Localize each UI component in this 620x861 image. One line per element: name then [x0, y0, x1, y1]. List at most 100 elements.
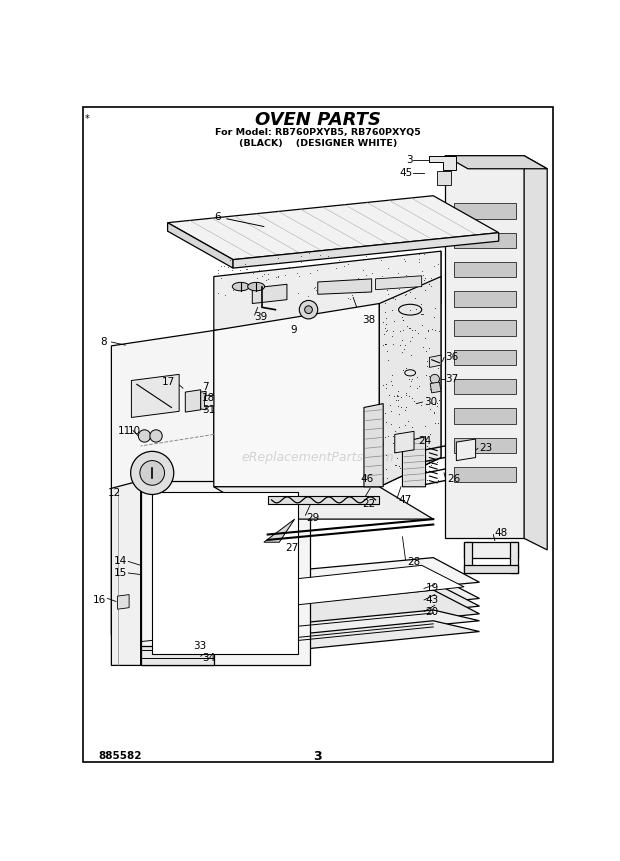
Text: 17: 17	[162, 377, 175, 387]
Polygon shape	[167, 195, 498, 260]
Circle shape	[430, 375, 440, 384]
Text: OVEN PARTS: OVEN PARTS	[255, 111, 381, 129]
Polygon shape	[364, 404, 383, 486]
Polygon shape	[510, 542, 518, 573]
Text: For Model: RB760PXYB5, RB760PXYQ5: For Model: RB760PXYB5, RB760PXYQ5	[215, 128, 420, 137]
Text: 48: 48	[495, 528, 508, 538]
Polygon shape	[454, 232, 516, 248]
Text: 34: 34	[202, 653, 216, 663]
Text: 11: 11	[118, 425, 131, 436]
Polygon shape	[148, 582, 479, 635]
Text: 7: 7	[202, 381, 209, 392]
Polygon shape	[456, 439, 476, 461]
Polygon shape	[379, 251, 441, 486]
Circle shape	[138, 430, 151, 442]
Polygon shape	[379, 276, 441, 486]
Text: 38: 38	[363, 315, 376, 325]
Polygon shape	[172, 566, 464, 614]
Text: 45: 45	[399, 168, 412, 177]
Polygon shape	[141, 646, 214, 666]
Circle shape	[131, 451, 174, 494]
Text: 33: 33	[193, 641, 206, 651]
Circle shape	[304, 306, 312, 313]
Polygon shape	[454, 379, 516, 394]
Text: 24: 24	[418, 436, 431, 446]
Polygon shape	[148, 590, 479, 643]
Polygon shape	[454, 408, 516, 424]
Text: (BLACK)    (DESIGNER WHITE): (BLACK) (DESIGNER WHITE)	[239, 139, 397, 148]
Text: 18: 18	[202, 393, 216, 403]
Text: 6: 6	[214, 213, 221, 222]
Text: 31: 31	[202, 405, 216, 415]
Text: 26: 26	[447, 474, 461, 484]
Polygon shape	[430, 355, 441, 368]
Text: 885582: 885582	[99, 752, 142, 761]
Circle shape	[150, 430, 162, 442]
Polygon shape	[454, 203, 516, 219]
Polygon shape	[141, 480, 310, 666]
Text: 28: 28	[407, 557, 420, 567]
Text: 27: 27	[285, 542, 299, 553]
Text: 14: 14	[113, 556, 126, 567]
Text: 3: 3	[314, 750, 322, 763]
Text: 10: 10	[128, 425, 141, 436]
Polygon shape	[141, 558, 479, 610]
Text: 47: 47	[399, 495, 412, 505]
Text: 37: 37	[446, 374, 459, 384]
Polygon shape	[464, 542, 518, 558]
Polygon shape	[185, 390, 201, 412]
Polygon shape	[214, 486, 433, 519]
Polygon shape	[454, 350, 516, 365]
Polygon shape	[214, 251, 441, 331]
Polygon shape	[454, 467, 516, 482]
Polygon shape	[317, 279, 371, 294]
Polygon shape	[454, 320, 516, 336]
Polygon shape	[131, 375, 179, 418]
Polygon shape	[268, 496, 379, 504]
Polygon shape	[524, 156, 547, 550]
Text: 20: 20	[425, 606, 439, 616]
Polygon shape	[464, 566, 518, 573]
Polygon shape	[233, 232, 498, 268]
Circle shape	[140, 461, 164, 486]
Text: 19: 19	[425, 584, 439, 593]
Polygon shape	[264, 519, 294, 542]
Polygon shape	[214, 304, 379, 486]
Ellipse shape	[247, 282, 265, 291]
Polygon shape	[454, 262, 516, 277]
Text: 22: 22	[363, 499, 376, 509]
Polygon shape	[445, 156, 524, 538]
Text: 16: 16	[93, 595, 106, 605]
Text: 29: 29	[306, 512, 319, 523]
Polygon shape	[118, 595, 129, 610]
Polygon shape	[141, 610, 479, 649]
Text: 8: 8	[100, 337, 107, 347]
Text: 39: 39	[255, 313, 268, 322]
Polygon shape	[252, 284, 287, 304]
Polygon shape	[141, 621, 479, 660]
Polygon shape	[454, 437, 516, 453]
Polygon shape	[430, 382, 441, 393]
Polygon shape	[167, 223, 233, 268]
Text: 30: 30	[424, 397, 437, 407]
Text: 3: 3	[406, 154, 412, 164]
Text: 23: 23	[479, 443, 493, 453]
Polygon shape	[402, 437, 425, 486]
Polygon shape	[437, 171, 451, 185]
Polygon shape	[376, 276, 422, 289]
Text: 12: 12	[108, 488, 122, 498]
Polygon shape	[205, 395, 214, 406]
Polygon shape	[112, 331, 214, 635]
Text: eReplacementParts.com: eReplacementParts.com	[241, 451, 394, 464]
Ellipse shape	[232, 282, 249, 291]
Text: 15: 15	[113, 568, 126, 578]
Polygon shape	[395, 431, 414, 453]
Text: 36: 36	[446, 352, 459, 362]
Text: 46: 46	[360, 474, 373, 484]
Polygon shape	[148, 574, 479, 628]
Polygon shape	[464, 542, 472, 573]
Polygon shape	[152, 492, 298, 653]
Polygon shape	[201, 391, 206, 410]
Polygon shape	[445, 156, 547, 169]
Text: *: *	[85, 114, 90, 124]
